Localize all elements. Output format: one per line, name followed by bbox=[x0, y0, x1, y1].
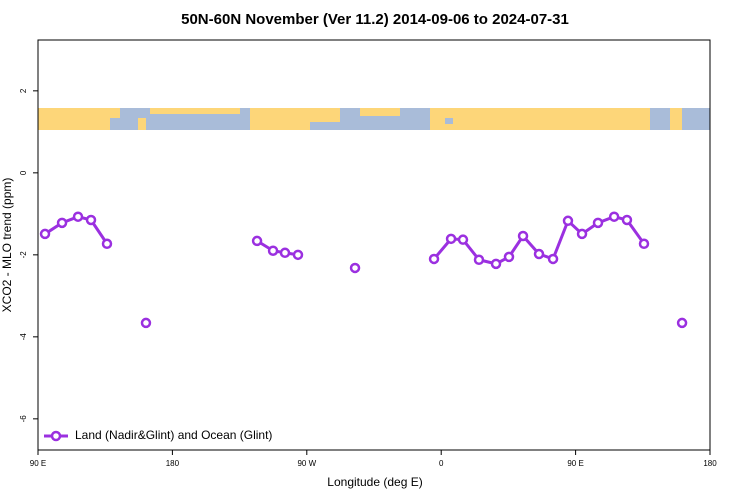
data-point bbox=[56, 217, 68, 229]
y-tick-label: 0 bbox=[19, 170, 28, 175]
map-strip bbox=[38, 108, 710, 130]
plot-frame bbox=[37, 39, 711, 451]
data-point bbox=[621, 214, 633, 226]
y-axis-label: XCO2 - MLO trend (ppm) bbox=[0, 178, 14, 313]
data-point bbox=[533, 248, 545, 260]
data-point bbox=[547, 253, 559, 265]
data-point bbox=[608, 211, 620, 222]
data-point bbox=[101, 238, 113, 250]
x-tick-label: 180 bbox=[703, 459, 717, 468]
data-point bbox=[445, 233, 457, 245]
data-point bbox=[292, 249, 304, 261]
data-point bbox=[428, 253, 440, 265]
data-point bbox=[562, 215, 574, 227]
legend-marker bbox=[50, 430, 62, 442]
x-tick-label: 0 bbox=[439, 459, 444, 468]
data-point bbox=[473, 254, 485, 266]
legend-label: Land (Nadir&Glint) and Ocean (Glint) bbox=[75, 428, 272, 442]
y-tick-label: -6 bbox=[19, 415, 28, 423]
data-point bbox=[39, 228, 51, 240]
data-point bbox=[517, 230, 529, 242]
data-point bbox=[638, 238, 650, 250]
data-point bbox=[267, 245, 279, 256]
data-point bbox=[490, 258, 502, 270]
data-point bbox=[140, 317, 152, 329]
y-tick-label: -2 bbox=[19, 251, 28, 259]
data-point bbox=[349, 262, 361, 274]
data-point bbox=[279, 247, 291, 259]
y-tick-label: -4 bbox=[19, 333, 28, 341]
data-point bbox=[72, 211, 84, 222]
x-tick-label: 180 bbox=[166, 459, 180, 468]
y-tick-label: 2 bbox=[19, 88, 28, 93]
data-point bbox=[576, 228, 588, 240]
data-point bbox=[251, 235, 263, 247]
x-tick-label: 90 W bbox=[297, 459, 316, 468]
x-tick-label: 90 E bbox=[567, 459, 583, 468]
data-point bbox=[503, 251, 515, 263]
data-point bbox=[592, 217, 604, 229]
data-point bbox=[85, 214, 97, 226]
x-tick-label: 90 E bbox=[30, 459, 46, 468]
data-point bbox=[676, 317, 688, 329]
chart-title: 50N-60N November (Ver 11.2) 2014-09-06 t… bbox=[181, 11, 569, 28]
data-point bbox=[457, 234, 469, 245]
x-axis-label: Longitude (deg E) bbox=[327, 475, 422, 489]
